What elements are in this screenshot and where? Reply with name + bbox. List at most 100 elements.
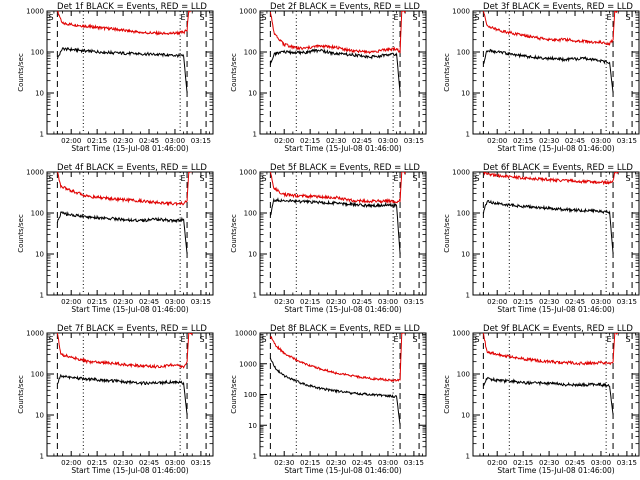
y-axis-label: Counts/sec	[230, 53, 238, 92]
y-tick-label: 10	[248, 422, 257, 430]
lld-rate-line	[269, 333, 406, 383]
x-tick-label: 02:30	[113, 298, 133, 306]
event-marker-label: E	[181, 174, 186, 183]
lld-rate-line	[57, 172, 193, 207]
x-axis-label: Start Time (15-Jul-08 01:46:00)	[284, 466, 401, 475]
y-tick-label: 1	[466, 131, 470, 139]
y-tick-label: 10	[461, 251, 470, 259]
lld-rate-line	[483, 172, 619, 186]
plot-title: Det 3f BLACK = Events, RED = LLD	[483, 2, 633, 12]
start-marker-label: S	[474, 174, 479, 183]
x-tick-label: 03:00	[378, 298, 398, 306]
x-tick-label: 02:30	[274, 298, 294, 306]
x-tick-label: 03:00	[591, 137, 611, 145]
x-tick-label: 02:45	[352, 459, 372, 467]
plot-title: Det 8f BLACK = Events, RED = LLD	[270, 324, 420, 334]
events-rate-line	[56, 46, 188, 94]
plot-frame	[46, 171, 214, 296]
event-marker-label: E	[394, 13, 399, 22]
x-tick-label: 03:15	[404, 298, 424, 306]
x-tick-label: 02:15	[87, 137, 107, 145]
x-tick-label: 02:15	[513, 298, 533, 306]
saa-marker-label: S	[200, 174, 205, 183]
plot-data	[482, 11, 619, 94]
y-tick-label: 10	[35, 412, 44, 420]
start-marker-label: S	[48, 335, 53, 344]
plot-title: Det 7f BLACK = Events, RED = LLD	[57, 324, 207, 334]
plot-title: Det 5f BLACK = Events, RED = LLD	[270, 163, 420, 173]
x-tick-label: 03:00	[378, 459, 398, 467]
x-tick-label: 02:30	[326, 459, 346, 467]
events-rate-line	[269, 197, 401, 255]
detector-plot-5: Det 5f BLACK = Events, RED = LLD 1 10 100 10…	[230, 163, 427, 314]
x-tick-label: 03:15	[191, 137, 211, 145]
x-tick-label: 02:30	[113, 459, 133, 467]
x-tick-label: 03:00	[165, 298, 185, 306]
y-tick-label: 1000	[452, 169, 470, 177]
x-tick-label: 02:45	[139, 298, 159, 306]
event-marker-label: E	[394, 174, 399, 183]
y-axis-label: Counts/sec	[443, 375, 451, 414]
saa-marker-label: S	[626, 174, 631, 183]
x-axis-label: Start Time (15-Jul-08 01:46:00)	[497, 144, 614, 153]
y-tick-label: 1000	[452, 8, 470, 16]
y-tick-label: 1000	[26, 330, 44, 338]
event-marker-label: E	[394, 335, 399, 344]
x-tick-label: 02:45	[565, 137, 585, 145]
y-tick-label: 100	[244, 391, 257, 399]
start-marker-label: S	[261, 13, 266, 22]
plot-data	[56, 172, 193, 255]
start-marker-label: S	[474, 13, 479, 22]
lld-rate-line	[269, 172, 406, 205]
detector-plot-8: Det 8f BLACK = Events, RED = LLD 1 10 100 10…	[230, 324, 427, 475]
saa-marker-label: S	[413, 335, 418, 344]
y-tick-label: 1000	[26, 8, 44, 16]
detector-plot-6: Det 6f BLACK = Events, RED = LLD 1 10 100 10…	[443, 163, 640, 314]
event-marker-label: E	[607, 335, 612, 344]
y-tick-label: 1	[253, 131, 257, 139]
x-axis-label: Start Time (15-Jul-08 01:46:00)	[284, 305, 401, 314]
y-tick-label: 1000	[452, 330, 470, 338]
x-tick-label: 03:00	[591, 459, 611, 467]
plot-data	[56, 11, 193, 94]
y-tick-label: 1	[253, 453, 257, 461]
y-tick-label: 100	[31, 210, 44, 218]
events-rate-line	[483, 376, 614, 416]
saa-marker-label: S	[626, 335, 631, 344]
start-marker-label: S	[48, 13, 53, 22]
y-tick-label: 10	[248, 251, 257, 259]
saa-marker-label: S	[200, 13, 205, 22]
y-tick-label: 1	[40, 131, 44, 139]
saa-marker-label: S	[413, 174, 418, 183]
x-tick-label: 03:15	[617, 459, 637, 467]
x-axis-label: Start Time (15-Jul-08 01:46:00)	[71, 144, 188, 153]
x-tick-label: 02:45	[352, 137, 372, 145]
y-tick-label: 10	[461, 90, 470, 98]
x-tick-label: 02:15	[87, 459, 107, 467]
start-marker-label: S	[261, 335, 266, 344]
x-tick-label: 02:00	[61, 459, 81, 467]
y-tick-label: 1000	[239, 169, 257, 177]
plot-frame	[472, 10, 640, 135]
x-tick-label: 02:30	[539, 137, 559, 145]
plot-frame	[259, 10, 427, 135]
lld-rate-line	[482, 333, 619, 366]
y-tick-label: 1	[40, 453, 44, 461]
plot-data	[269, 11, 406, 94]
y-tick-label: 1	[466, 292, 470, 300]
plot-title: Det 4f BLACK = Events, RED = LLD	[57, 163, 207, 173]
event-marker-label: E	[181, 335, 186, 344]
x-tick-label: 02:00	[61, 137, 81, 145]
y-axis-label: Counts/sec	[17, 53, 25, 92]
y-tick-label: 100	[31, 49, 44, 57]
x-tick-label: 03:00	[378, 137, 398, 145]
x-axis-label: Start Time (15-Jul-08 01:46:00)	[71, 305, 188, 314]
lld-rate-line	[482, 11, 619, 46]
x-tick-label: 02:00	[274, 137, 294, 145]
x-axis-label: Start Time (15-Jul-08 01:46:00)	[497, 305, 614, 314]
x-tick-label: 03:15	[404, 459, 424, 467]
y-axis-label: Counts/sec	[17, 375, 25, 414]
y-tick-label: 1	[253, 292, 257, 300]
plot-title: Det 9f BLACK = Events, RED = LLD	[483, 324, 633, 334]
y-tick-label: 1000	[239, 360, 257, 368]
